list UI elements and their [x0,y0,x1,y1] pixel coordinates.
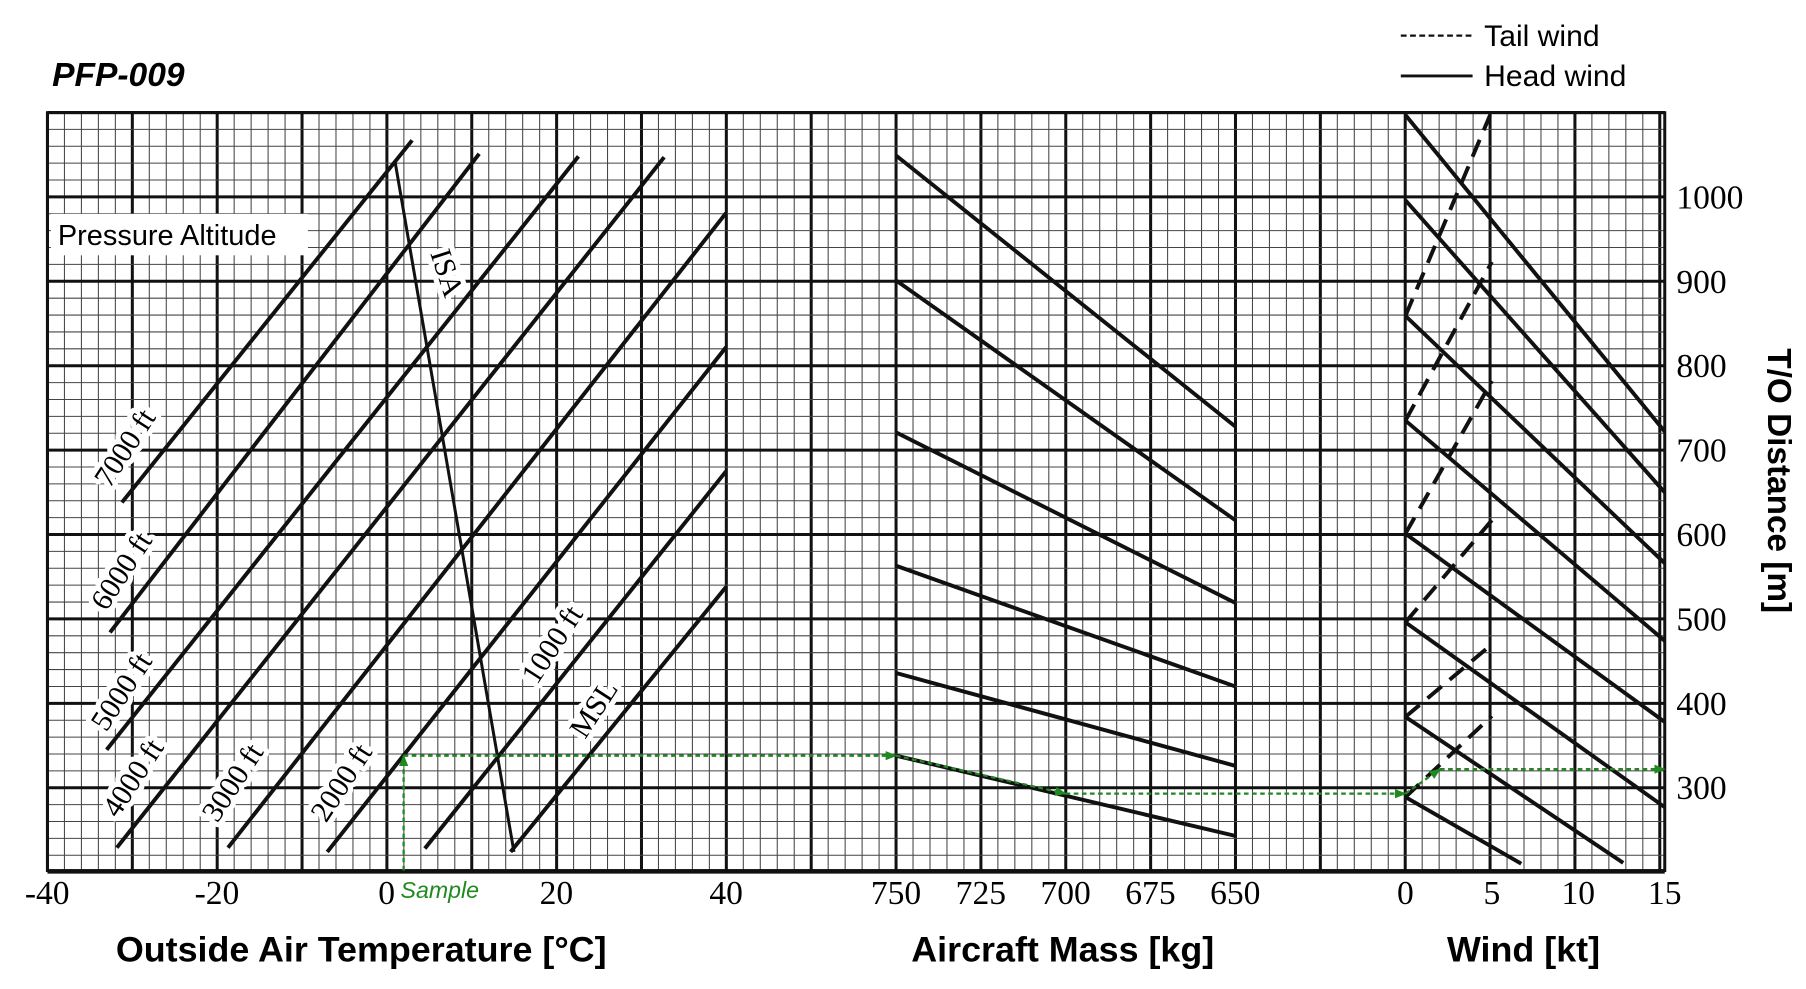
sample-path-segment [1404,768,1441,795]
head-wind-line [1404,795,1523,866]
x-tick-label: 750 [871,875,921,912]
altitude-label: MSL [563,674,624,743]
tail-wind-line [1404,642,1494,719]
x-axis-title: Wind [kt] [1447,930,1600,970]
data-lines [105,113,1667,871]
head-wind-line [1404,314,1667,565]
altitude-label: 3000 ft [195,737,270,827]
y-tick-label: 300 [1676,770,1726,807]
tail-wind-line [1403,260,1494,422]
series-line [115,155,666,849]
tail-wind-line [1404,714,1494,799]
y-tick-label: 600 [1676,517,1726,554]
series-line [895,671,1236,768]
y-tick-label: 700 [1676,433,1726,470]
legend-tail-wind-label: Tail wind [1484,20,1599,53]
sample-label: Sample [401,877,479,903]
x-tick-label: -40 [25,875,70,912]
altitude-label: 1000 ft [515,599,590,689]
head-wind-line [1404,715,1625,865]
x-tick-label: 40 [709,875,743,912]
x-axis-title: Aircraft Mass [kg] [911,930,1214,970]
y-tick-label: 900 [1676,264,1726,301]
legend-head-wind-label: Head wind [1484,60,1626,93]
head-wind-line [1404,620,1666,809]
x-axis-title: Outside Air Temperature [°C] [116,930,607,970]
x-tick-label: -20 [195,875,240,912]
isa-line [393,162,516,853]
tail-wind-line [1403,379,1494,535]
head-wind-line [1403,198,1667,494]
isa-label: ISA [423,245,470,301]
x-tick-label: 0 [1397,875,1414,912]
series-line [895,563,1236,689]
chart-title: PFP-009 [52,57,185,94]
labels: -40 -20 0 20 40 Outside Air Temperature [°C] 7… [25,20,1797,969]
series-line [509,585,728,854]
x-tick-label: 10 [1561,875,1595,912]
series-line [894,153,1237,428]
group-label-background [50,213,308,256]
series-line [108,152,481,634]
altitude-label: 2000 ft [304,737,379,827]
series-line [894,278,1237,522]
y-tick-label: 500 [1676,602,1726,639]
x-tick-label: 725 [956,875,1006,912]
series-line [120,139,414,504]
series-line [105,155,580,751]
head-wind-line [1403,113,1667,433]
x-tick-label: 15 [1648,875,1682,912]
series-line [325,345,728,854]
tail-wind-line [1403,518,1494,624]
y-tick-label: 1000 [1676,179,1743,216]
x-tick-label: 675 [1125,875,1175,912]
head-wind-line [1404,532,1666,724]
series-line [423,469,728,850]
y-tick-label: 800 [1676,348,1726,385]
series-line [895,430,1237,605]
pressure-altitude-label: Pressure Altitude [58,220,277,252]
y-tick-label: 400 [1676,686,1726,723]
x-tick-label: 650 [1210,875,1260,912]
x-tick-label: 5 [1483,875,1500,912]
y-axis-title: T/O Distance [m] [1760,348,1797,613]
tail-wind-line [1403,114,1492,317]
x-tick-label: 700 [1040,875,1090,912]
altitude-label: 5000 ft [84,646,159,736]
x-tick-label: 20 [540,875,574,912]
series-line [226,211,728,849]
x-tick-label: 0 [378,875,395,912]
